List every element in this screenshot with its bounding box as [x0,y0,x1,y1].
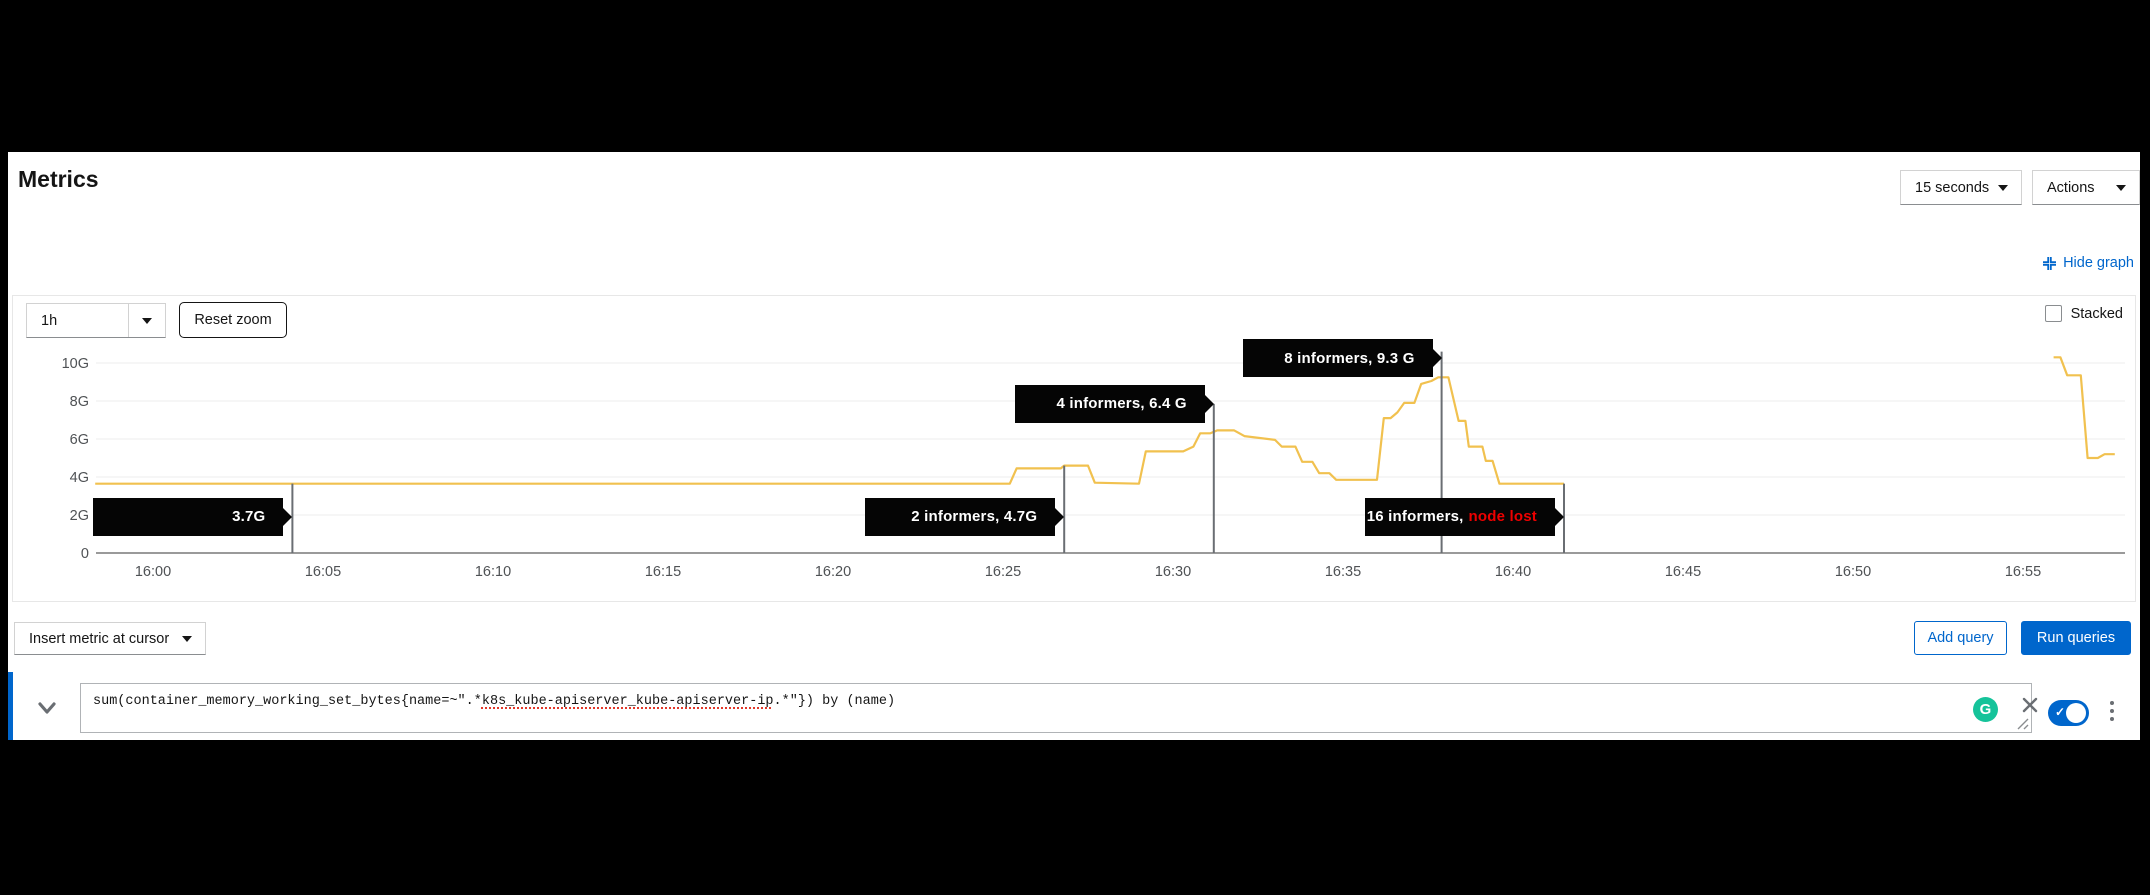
chevron-down-icon [142,317,152,324]
kebab-menu-icon[interactable] [2106,697,2118,725]
metric-series-line [2053,356,2115,460]
x-axis-tick-label: 16:55 [2005,564,2041,580]
insert-metric-select[interactable]: Insert metric at cursor [14,622,206,655]
collapse-query-icon[interactable] [36,701,58,716]
chart-card: 1h Reset zoom Stacked 0 2G 4G 6G 8G 10G 16:00 1… [12,295,2136,602]
x-axis-tick-label: 16:30 [1155,564,1191,580]
annotation-callout: 2 informers, 4.7G [865,497,1065,536]
annotation-callout: 4 informers, 6.4 G [1014,384,1214,423]
reset-zoom-button[interactable]: Reset zoom [179,302,287,338]
query-row-accent-bar [8,672,13,740]
hide-graph-label: Hide graph [2063,255,2134,271]
x-axis-tick-label: 16:10 [475,564,511,580]
x-axis-tick-label: 16:45 [1665,564,1701,580]
query-text: sum(container_memory_working_set_bytes{n… [93,694,896,709]
compress-icon [2043,256,2057,270]
close-icon[interactable] [2011,686,2051,726]
run-queries-button[interactable]: Run queries [2021,621,2131,655]
x-axis-tick-label: 16:25 [985,564,1021,580]
x-axis-tick-label: 16:05 [305,564,341,580]
y-axis-tick-label: 4G [70,470,89,486]
checkbox-icon[interactable] [2044,305,2062,322]
annotation-callout: 16 informers, node lost [1365,497,1564,536]
check-icon: ✓ [2055,705,2066,719]
actions-dropdown-label: Actions [2047,179,2095,196]
query-input[interactable]: sum(container_memory_working_set_bytes{n… [80,683,2038,733]
x-axis-tick-label: 16:50 [1835,564,1871,580]
metrics-panel: Metrics 15 seconds Actions Hide graph 1h [8,152,2140,740]
hide-graph-link[interactable]: Hide graph [2042,255,2134,271]
x-axis-tick-label: 16:15 [645,564,681,580]
actions-dropdown[interactable]: Actions [2032,170,2140,205]
y-axis-tick-label: 0 [81,546,89,562]
add-query-button[interactable]: Add query [1914,621,2007,655]
metric-series-line [95,376,1564,485]
timespan-select[interactable]: 1h [26,303,166,338]
stacked-label: Stacked [2070,305,2123,322]
resize-handle-icon[interactable] [2016,717,2029,730]
toggle-knob [2066,703,2086,723]
y-axis-tick-label: 2G [70,508,89,524]
select-divider [128,304,129,337]
annotation-accent-text: node lost [1468,508,1537,526]
y-axis-tick-label: 8G [70,394,89,410]
insert-metric-select-value: Insert metric at cursor [29,630,170,647]
x-axis-tick-label: 16:00 [135,564,171,580]
timespan-select-value: 1h [41,312,58,329]
x-axis-tick-label: 16:40 [1495,564,1531,580]
chevron-down-icon [1998,184,2008,191]
y-axis-tick-label: 6G [70,432,89,448]
grammarly-icon[interactable]: G [1973,697,1998,722]
metrics-line-chart[interactable]: 0 2G 4G 6G 8G 10G 16:00 16:05 16:10 16:15 16:20 16:… [13,296,2135,601]
interval-select[interactable]: 15 seconds [1900,170,2022,205]
x-axis-tick-label: 16:35 [1325,564,1361,580]
y-axis-tick-label: 10G [62,356,89,372]
chevron-down-icon [182,635,192,642]
interval-select-value: 15 seconds [1915,179,1990,196]
annotation-callout: 3.7G [93,497,293,536]
stacked-checkbox[interactable]: Stacked [2044,305,2123,322]
annotation-callout: 8 informers, 9.3 G [1242,339,1442,378]
chevron-down-icon [2116,184,2126,191]
x-axis-tick-label: 16:20 [815,564,851,580]
spellcheck-underline: k8s_kube-apiserver_kube-apiserver-ip [481,694,774,709]
page-title: Metrics [18,166,99,192]
query-enabled-toggle[interactable]: ✓ [2048,700,2089,726]
